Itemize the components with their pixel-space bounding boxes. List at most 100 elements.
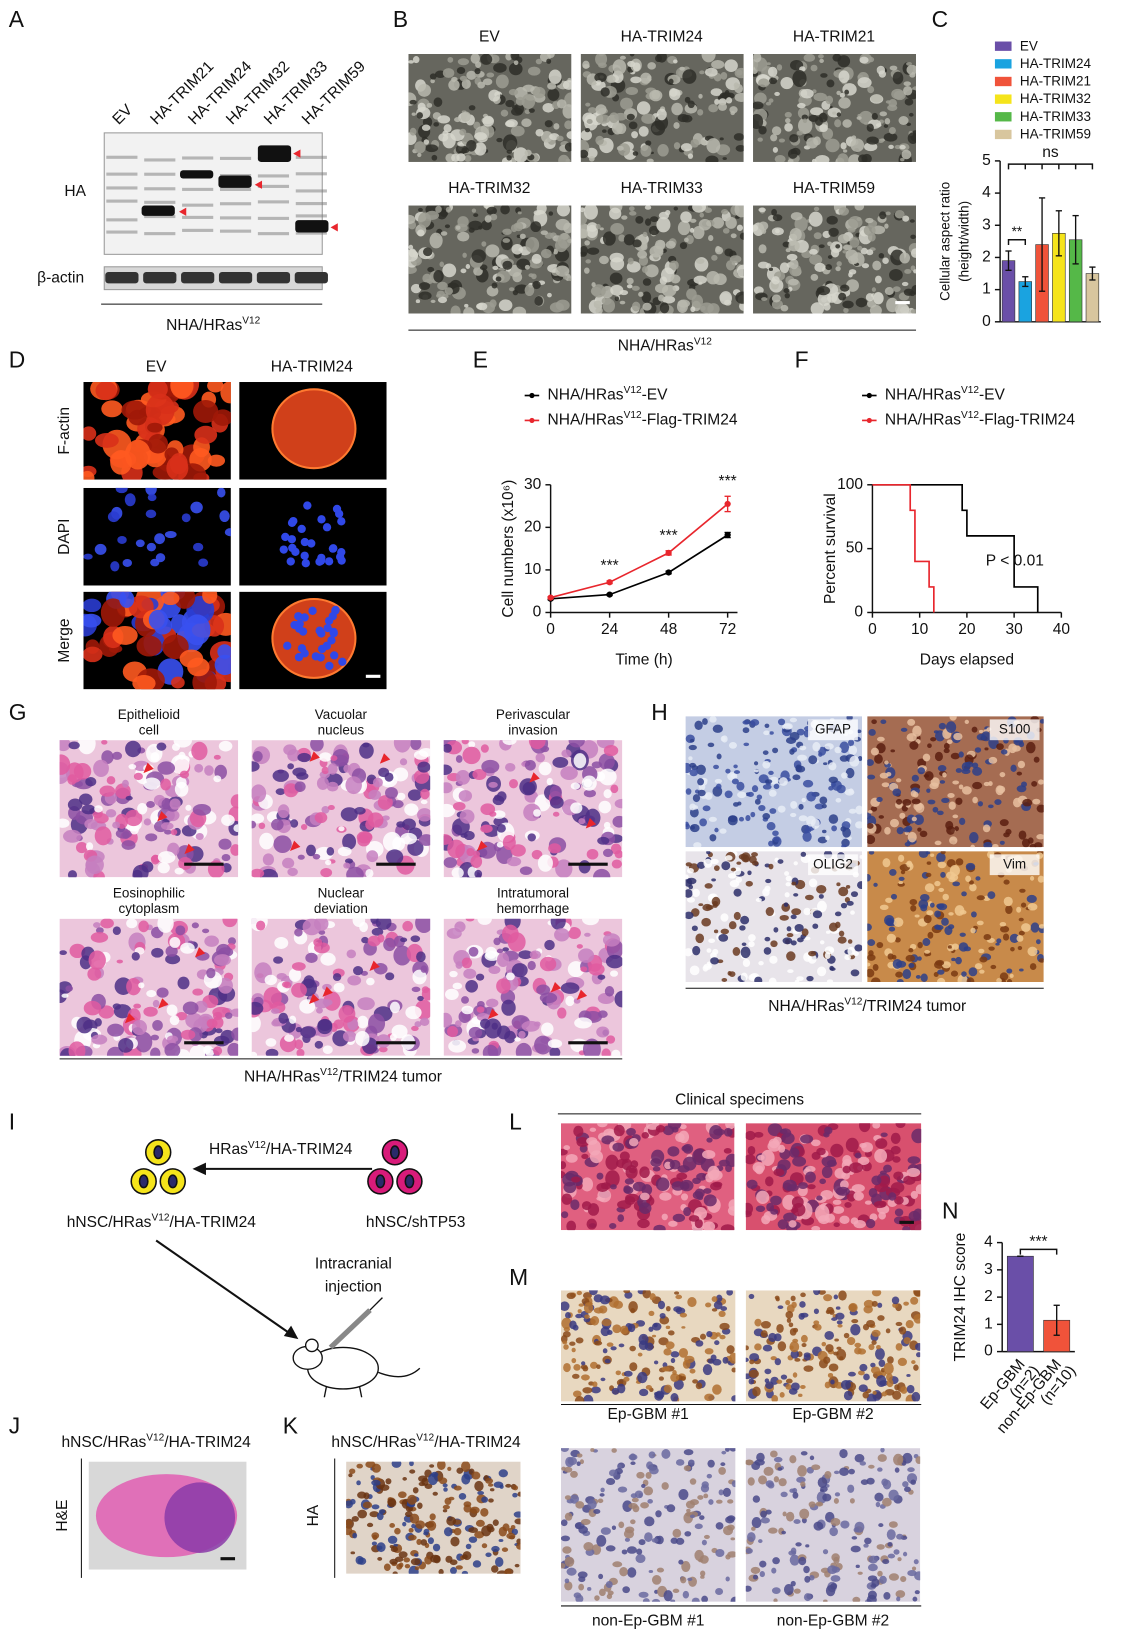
cell — [363, 1492, 370, 1500]
x-tick-label: 24 — [601, 621, 619, 638]
line — [550, 534, 729, 600]
cell — [867, 774, 876, 780]
cell — [718, 1489, 724, 1496]
arrowhead — [293, 149, 301, 158]
cell — [925, 851, 931, 855]
cell — [591, 1386, 601, 1394]
cell — [105, 809, 117, 818]
cell — [844, 1201, 852, 1208]
cell — [889, 268, 903, 281]
cell — [895, 798, 903, 805]
cell — [752, 1574, 759, 1580]
cell — [627, 1567, 637, 1578]
cell — [591, 761, 603, 769]
cell — [581, 1374, 590, 1381]
cell — [909, 741, 919, 750]
cell — [204, 765, 214, 776]
cell — [147, 422, 163, 433]
cell — [881, 782, 890, 788]
cell — [745, 1130, 756, 1141]
cell — [884, 914, 895, 926]
cell — [901, 281, 909, 287]
cell — [100, 598, 126, 628]
cell — [786, 1317, 792, 1323]
image-label: invasion — [508, 722, 557, 737]
cell — [561, 749, 572, 758]
cell — [512, 306, 527, 314]
cell — [768, 1138, 780, 1149]
cell — [437, 115, 451, 124]
cell — [593, 300, 602, 309]
image-label: cytoplasm — [119, 901, 180, 916]
cell — [796, 728, 805, 736]
cell — [963, 946, 971, 952]
cells-magenta — [367, 1139, 423, 1195]
cell — [758, 78, 770, 88]
cell — [648, 1451, 656, 1459]
cell — [482, 115, 494, 127]
cell — [702, 718, 708, 725]
cell — [868, 809, 873, 814]
cell — [826, 215, 838, 225]
cell — [867, 954, 876, 961]
cell — [486, 998, 499, 1008]
step-label: injection — [325, 1278, 382, 1295]
cell — [420, 788, 430, 800]
cell — [561, 1535, 570, 1542]
micrograph — [346, 1461, 521, 1574]
cell — [766, 822, 776, 831]
cell — [506, 972, 515, 981]
cell — [708, 816, 717, 822]
cell — [576, 1453, 583, 1458]
blot-band — [144, 232, 176, 236]
cell — [777, 1341, 787, 1352]
cell — [416, 112, 424, 119]
cell — [809, 1455, 815, 1461]
cell — [371, 1541, 378, 1546]
cell — [562, 275, 568, 280]
cell — [906, 122, 912, 126]
cell — [922, 938, 931, 947]
cell — [833, 1294, 839, 1300]
cell — [867, 759, 874, 767]
cell — [722, 1487, 731, 1498]
marker — [547, 594, 554, 601]
nucleus — [329, 544, 338, 553]
cell — [788, 1388, 798, 1395]
arrowhead — [158, 998, 169, 1009]
cell — [772, 830, 779, 837]
cell — [532, 280, 541, 290]
cell — [799, 745, 807, 751]
cell — [908, 948, 914, 953]
cell — [297, 752, 312, 763]
cell — [629, 1362, 638, 1372]
cell — [930, 853, 935, 857]
cell — [562, 104, 572, 119]
blot-band — [144, 158, 176, 162]
cell — [474, 68, 481, 75]
legend-label: NHA/HRasV12-EV — [885, 385, 1006, 404]
cell — [629, 1345, 636, 1352]
cell — [782, 1179, 797, 1192]
cell — [181, 513, 191, 523]
cell — [213, 775, 222, 783]
cell — [750, 719, 760, 726]
cell — [346, 1520, 353, 1526]
cell — [725, 216, 737, 229]
cell — [300, 823, 308, 831]
cell — [805, 1171, 816, 1183]
cell — [707, 742, 715, 748]
cell — [412, 1487, 419, 1494]
cell — [805, 1165, 816, 1173]
cell — [342, 833, 357, 850]
cell — [546, 58, 552, 64]
label-box — [808, 719, 858, 741]
cell — [787, 148, 798, 159]
cell — [757, 261, 770, 269]
cell — [408, 214, 416, 225]
cell — [903, 81, 911, 87]
cell — [106, 776, 116, 785]
y-axis-label: Cell numbers (x10⁶) — [500, 480, 517, 618]
cell — [968, 880, 974, 885]
cell — [786, 926, 792, 932]
